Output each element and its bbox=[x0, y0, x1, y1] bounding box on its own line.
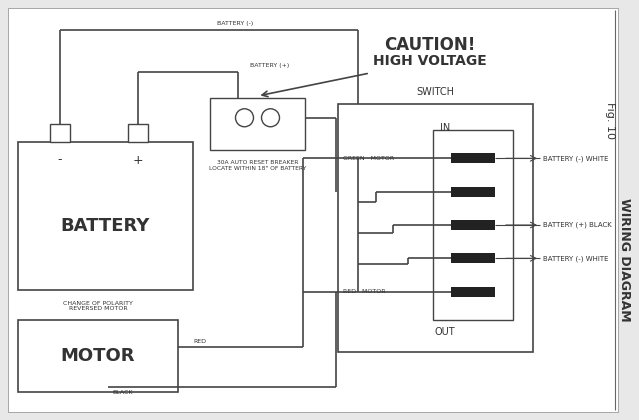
Text: Fig. 10: Fig. 10 bbox=[605, 102, 615, 139]
Circle shape bbox=[236, 109, 254, 127]
Text: IN: IN bbox=[440, 123, 450, 133]
Text: 30A AUTO RESET BREAKER
LOCATE WITHIN 18" OF BATTERY: 30A AUTO RESET BREAKER LOCATE WITHIN 18"… bbox=[209, 160, 306, 171]
Bar bbox=[433, 130, 513, 320]
Text: GREEN   MOTOR: GREEN MOTOR bbox=[343, 156, 394, 161]
Text: BATTERY (+): BATTERY (+) bbox=[250, 63, 289, 68]
Text: SWITCH: SWITCH bbox=[417, 87, 454, 97]
Text: +: + bbox=[133, 153, 143, 166]
Text: RED   MOTOR: RED MOTOR bbox=[343, 289, 385, 294]
Bar bbox=[338, 104, 533, 352]
Bar bbox=[128, 124, 148, 142]
Text: -: - bbox=[58, 153, 62, 166]
Bar bbox=[210, 98, 305, 150]
Text: BATTERY (-) WHITE: BATTERY (-) WHITE bbox=[543, 155, 608, 162]
Bar bbox=[451, 186, 495, 197]
Text: OUT: OUT bbox=[435, 327, 456, 337]
Bar bbox=[18, 320, 178, 392]
Text: BATTERY (+) BLACK: BATTERY (+) BLACK bbox=[543, 222, 612, 228]
Text: BATTERY (-): BATTERY (-) bbox=[217, 21, 253, 26]
Bar bbox=[18, 142, 193, 290]
Circle shape bbox=[261, 109, 279, 127]
Text: BATTERY (-) WHITE: BATTERY (-) WHITE bbox=[543, 255, 608, 262]
Bar bbox=[451, 220, 495, 230]
Bar bbox=[50, 124, 70, 142]
Text: CAUTION!: CAUTION! bbox=[384, 36, 475, 54]
Bar bbox=[451, 253, 495, 263]
Bar bbox=[451, 287, 495, 297]
Text: RED: RED bbox=[194, 339, 206, 344]
Text: HIGH VOLTAGE: HIGH VOLTAGE bbox=[373, 54, 487, 68]
Text: BLACK: BLACK bbox=[112, 391, 134, 396]
Bar bbox=[451, 153, 495, 163]
Text: MOTOR: MOTOR bbox=[61, 347, 135, 365]
Text: WIRING DIAGRAM: WIRING DIAGRAM bbox=[619, 198, 631, 322]
Text: CHANGE OF POLARITY
REVERSED MOTOR: CHANGE OF POLARITY REVERSED MOTOR bbox=[63, 301, 133, 311]
Text: BATTERY: BATTERY bbox=[61, 217, 150, 235]
